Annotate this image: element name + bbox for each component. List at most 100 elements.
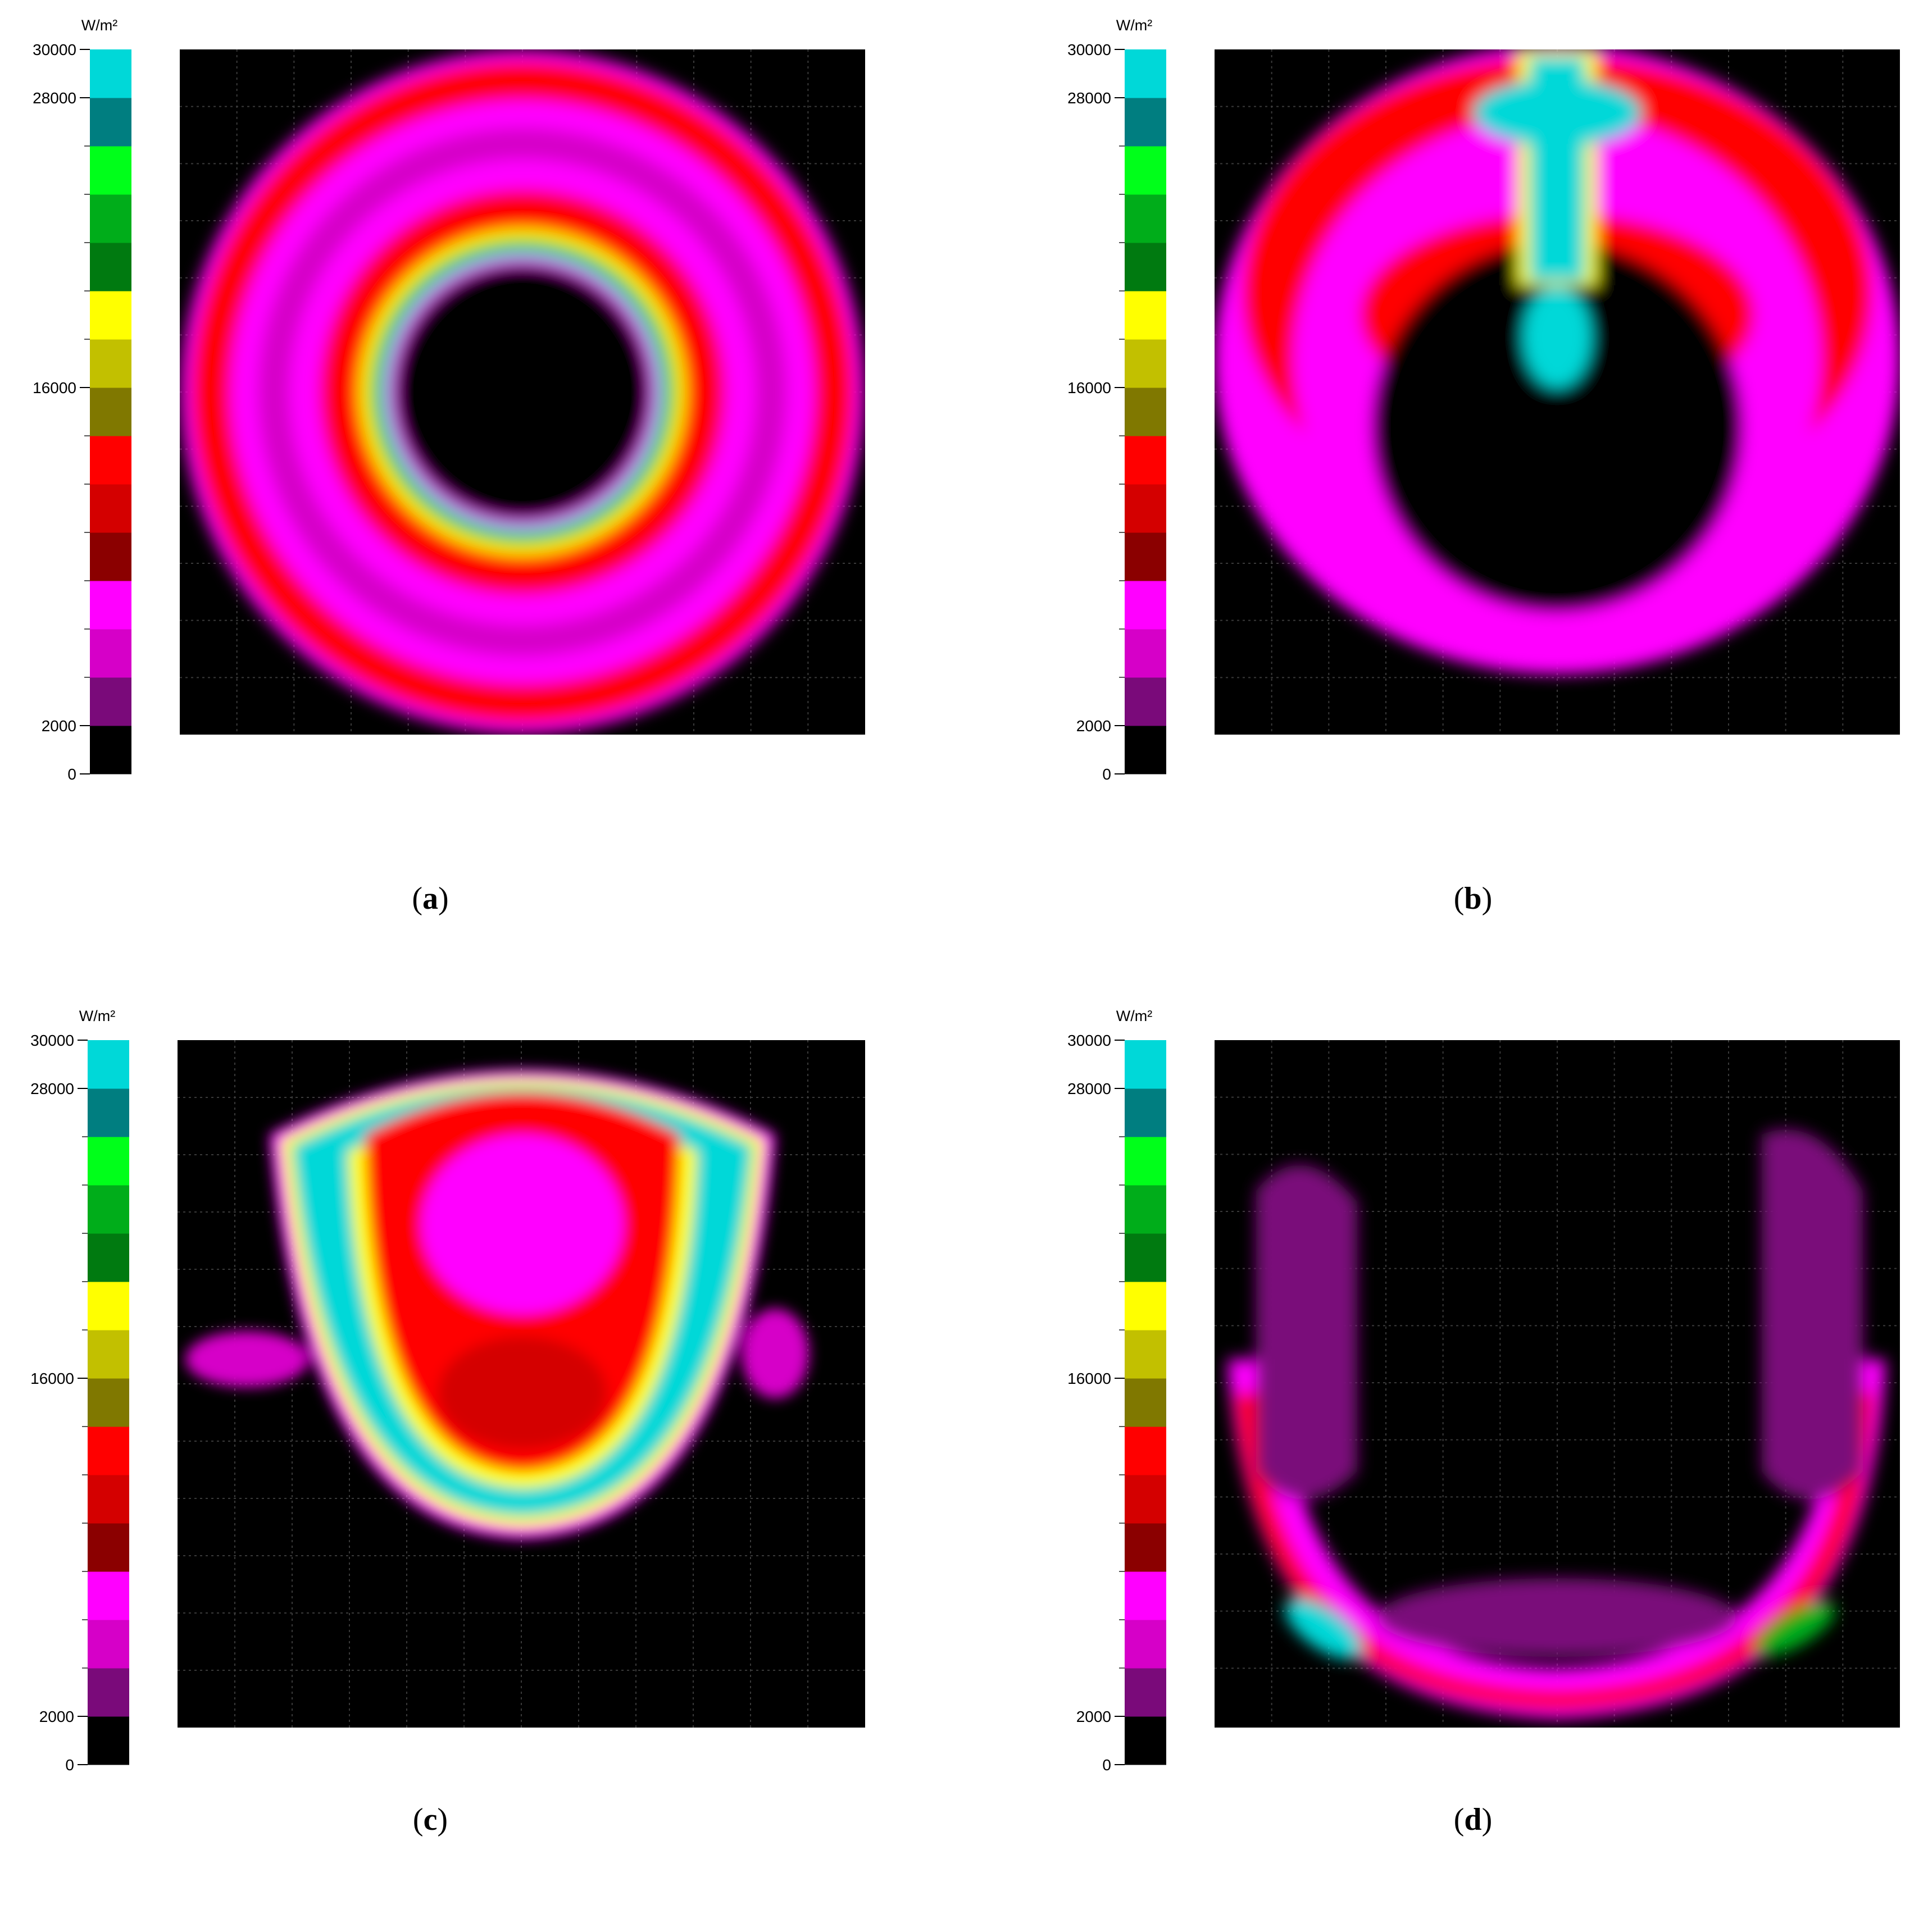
colorbar-level-1 bbox=[88, 1668, 129, 1717]
colorbar-a: 30000 28000 16000 2000 0 W/m² bbox=[33, 17, 131, 783]
colorbar-level-11 bbox=[88, 1185, 129, 1234]
colorbar-level-1 bbox=[1125, 1668, 1166, 1717]
colorbar-unit: W/m² bbox=[1116, 1008, 1152, 1024]
colorbar-level-14 bbox=[90, 49, 131, 98]
colorbar-level-3 bbox=[1125, 1571, 1166, 1620]
colorbar-level-10 bbox=[90, 243, 131, 291]
colorbar-tick-label: 30000 bbox=[30, 1032, 74, 1049]
colorbar-level-14 bbox=[1125, 1040, 1166, 1089]
colorbar-level-8 bbox=[1125, 339, 1166, 388]
colorbar-tick-label: 30000 bbox=[1067, 41, 1111, 58]
colorbar-level-1 bbox=[1125, 677, 1166, 726]
colorbar-tick-label: 28000 bbox=[33, 89, 76, 107]
colorbar-level-4 bbox=[88, 1523, 129, 1572]
colorbar-level-13 bbox=[88, 1088, 129, 1137]
panel-a: 30000 28000 16000 2000 0 W/m² (a) bbox=[0, 0, 964, 966]
colorbar-level-14 bbox=[1125, 49, 1166, 98]
colorbar-tick-label: 0 bbox=[1102, 765, 1111, 783]
colorbar-level-3 bbox=[1125, 581, 1166, 630]
colorbar-level-2 bbox=[88, 1620, 129, 1669]
colorbar-tick-label: 16000 bbox=[30, 1370, 74, 1387]
heatmap-d bbox=[1228, 1129, 1885, 1719]
colorbar-level-2 bbox=[90, 629, 131, 678]
heatmap-c bbox=[185, 1070, 809, 1539]
panel-label-d: (d) bbox=[1453, 1802, 1493, 1837]
colorbar-b: 30000 28000 16000 2000 0 W/m² bbox=[1067, 17, 1166, 783]
colorbar-level-6 bbox=[88, 1427, 129, 1475]
colorbar-level-0 bbox=[90, 726, 131, 774]
colorbar-tick-label: 30000 bbox=[33, 41, 76, 58]
colorbar-level-5 bbox=[1125, 1475, 1166, 1524]
colorbar-level-2 bbox=[1125, 629, 1166, 678]
colorbar-unit: W/m² bbox=[1116, 17, 1152, 34]
colorbar-level-7 bbox=[1125, 1378, 1166, 1427]
heatmap-b bbox=[1215, 49, 1900, 674]
colorbar-level-7 bbox=[88, 1378, 129, 1427]
colorbar-unit: W/m² bbox=[79, 1008, 115, 1024]
colorbar-tick-label: 28000 bbox=[1067, 1080, 1111, 1097]
colorbar-tick-label: 16000 bbox=[1067, 1370, 1111, 1387]
colorbar-level-2 bbox=[1125, 1620, 1166, 1669]
colorbar-level-13 bbox=[1125, 1088, 1166, 1137]
colorbar-tick-label: 2000 bbox=[39, 1708, 74, 1725]
heatmap-a bbox=[181, 51, 864, 733]
colorbar-level-5 bbox=[90, 484, 131, 533]
colorbar-level-0 bbox=[88, 1716, 129, 1765]
colorbar-unit: W/m² bbox=[81, 17, 117, 34]
colorbar-level-9 bbox=[1125, 291, 1166, 340]
colorbar-level-8 bbox=[90, 339, 131, 388]
colorbar-level-8 bbox=[1125, 1330, 1166, 1379]
colorbar-level-0 bbox=[1125, 1716, 1166, 1765]
panel-label-a: (a) bbox=[412, 881, 449, 916]
colorbar-level-11 bbox=[1125, 194, 1166, 243]
colorbar-tick-label: 2000 bbox=[42, 717, 76, 735]
panel-c: 30000 28000 16000 2000 0 W/m² (c) bbox=[0, 966, 964, 1932]
panel-b-svg: 30000 28000 16000 2000 0 W/m² bbox=[1067, 17, 1900, 783]
colorbar-level-12 bbox=[90, 146, 131, 195]
colorbar-level-9 bbox=[1125, 1282, 1166, 1330]
colorbar-d: 30000 28000 16000 2000 0 W/m² bbox=[1067, 1008, 1166, 1774]
colorbar-level-7 bbox=[90, 388, 131, 436]
colorbar-level-11 bbox=[1125, 1185, 1166, 1234]
colorbar-level-8 bbox=[88, 1330, 129, 1379]
colorbar-level-5 bbox=[88, 1475, 129, 1524]
colorbar-tick-label: 2000 bbox=[1076, 1708, 1111, 1725]
colorbar-level-9 bbox=[88, 1282, 129, 1330]
colorbar-tick-label: 30000 bbox=[1067, 1032, 1111, 1049]
colorbar-level-5 bbox=[1125, 484, 1166, 533]
colorbar-tick-label: 2000 bbox=[1076, 717, 1111, 735]
colorbar-level-12 bbox=[88, 1137, 129, 1186]
panel-a-svg: 30000 28000 16000 2000 0 W/m² bbox=[33, 17, 865, 783]
colorbar-level-10 bbox=[1125, 243, 1166, 291]
colorbar-level-13 bbox=[1125, 98, 1166, 147]
colorbar-tick-label: 16000 bbox=[33, 379, 76, 397]
colorbar-tick-label: 16000 bbox=[1067, 379, 1111, 397]
colorbar-level-1 bbox=[90, 677, 131, 726]
colorbar-level-3 bbox=[88, 1571, 129, 1620]
colorbar-tick-label: 28000 bbox=[1067, 89, 1111, 107]
colorbar-level-10 bbox=[88, 1233, 129, 1282]
panel-label-b: (b) bbox=[1453, 881, 1493, 916]
colorbar-level-13 bbox=[90, 98, 131, 147]
colorbar-level-4 bbox=[1125, 1523, 1166, 1572]
colorbar-level-6 bbox=[1125, 1427, 1166, 1475]
colorbar-c: 30000 28000 16000 2000 0 W/m² bbox=[30, 1008, 129, 1774]
panel-d-svg: 30000 28000 16000 2000 0 W/m² bbox=[1067, 1008, 1900, 1774]
colorbar-tick-label: 0 bbox=[1102, 1756, 1111, 1774]
colorbar-tick-label: 0 bbox=[65, 1756, 74, 1774]
colorbar-level-7 bbox=[1125, 388, 1166, 436]
panel-label-c: (c) bbox=[412, 1802, 448, 1837]
panel-b: 30000 28000 16000 2000 0 W/m² (b) bbox=[964, 0, 1928, 966]
colorbar-level-12 bbox=[1125, 1137, 1166, 1186]
colorbar-level-12 bbox=[1125, 146, 1166, 195]
colorbar-level-6 bbox=[90, 436, 131, 485]
colorbar-level-4 bbox=[1125, 532, 1166, 581]
colorbar-level-6 bbox=[1125, 436, 1166, 485]
colorbar-level-4 bbox=[90, 532, 131, 581]
colorbar-tick-label: 0 bbox=[67, 765, 76, 783]
colorbar-level-10 bbox=[1125, 1233, 1166, 1282]
colorbar-level-14 bbox=[88, 1040, 129, 1089]
colorbar-tick-label: 28000 bbox=[30, 1080, 74, 1097]
colorbar-level-0 bbox=[1125, 726, 1166, 774]
colorbar-level-3 bbox=[90, 581, 131, 630]
